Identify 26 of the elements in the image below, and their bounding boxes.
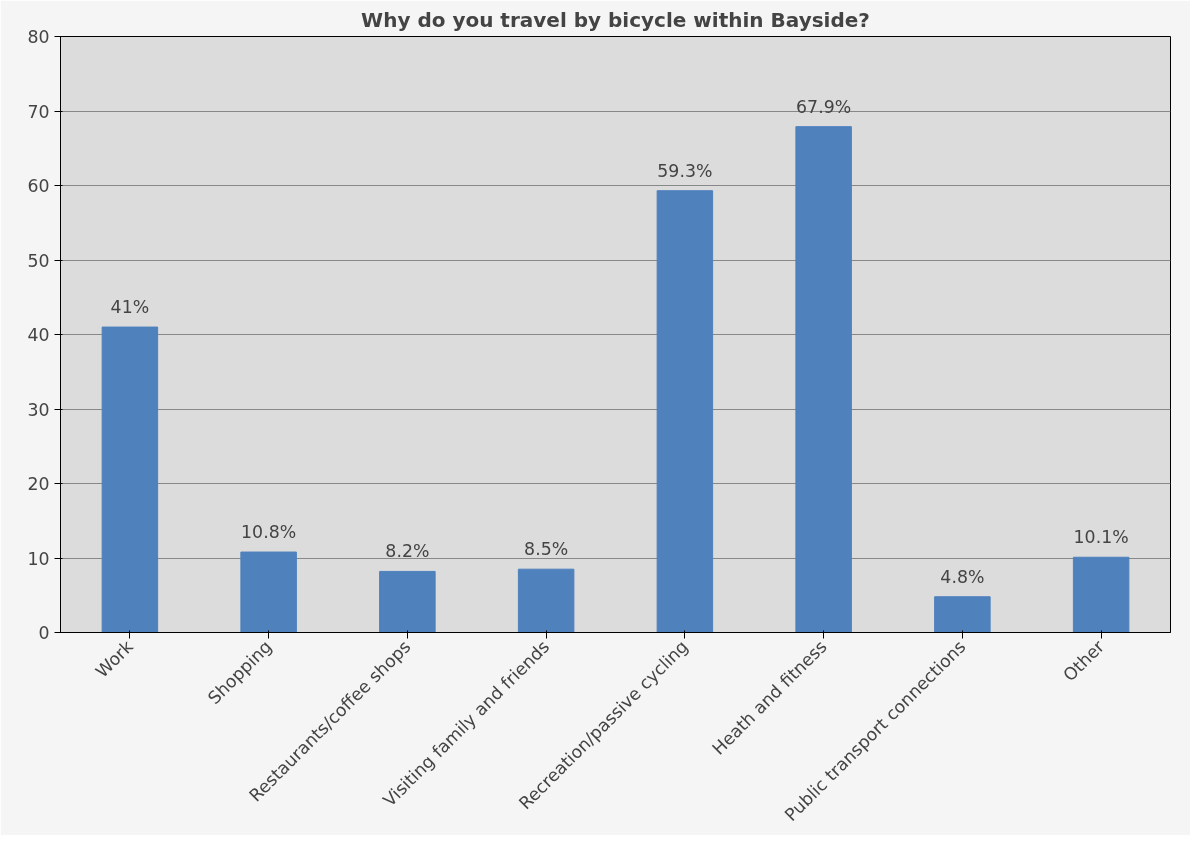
data-label: 67.9% (796, 96, 852, 117)
bar (240, 551, 297, 633)
bar (517, 568, 575, 633)
y-tick-label: 40 (27, 325, 50, 345)
data-label: 4.8% (940, 566, 985, 587)
y-tick-label: 0 (38, 623, 50, 643)
data-label: 41% (110, 297, 150, 318)
y-tick-label: 30 (27, 399, 50, 420)
bar (101, 326, 159, 633)
bar (795, 126, 852, 633)
data-label: 10.8% (241, 522, 297, 543)
bar (934, 596, 991, 633)
data-label: 8.2% (385, 541, 430, 562)
chart-title: Why do you travel by bicycle within Bayside? (361, 7, 870, 32)
bar (379, 570, 436, 633)
y-tick-label: 10 (27, 548, 50, 569)
y-tick-label: 70 (27, 101, 50, 122)
y-tick-label: 60 (27, 176, 50, 196)
bar (656, 190, 714, 633)
y-tick-label: 80 (27, 27, 50, 47)
data-label: 59.3% (657, 160, 713, 181)
y-tick-label: 50 (27, 250, 50, 271)
data-label: 8.5% (524, 539, 569, 560)
bar (1072, 556, 1130, 633)
y-tick-label: 20 (27, 474, 50, 494)
data-label: 10.1% (1073, 527, 1129, 548)
